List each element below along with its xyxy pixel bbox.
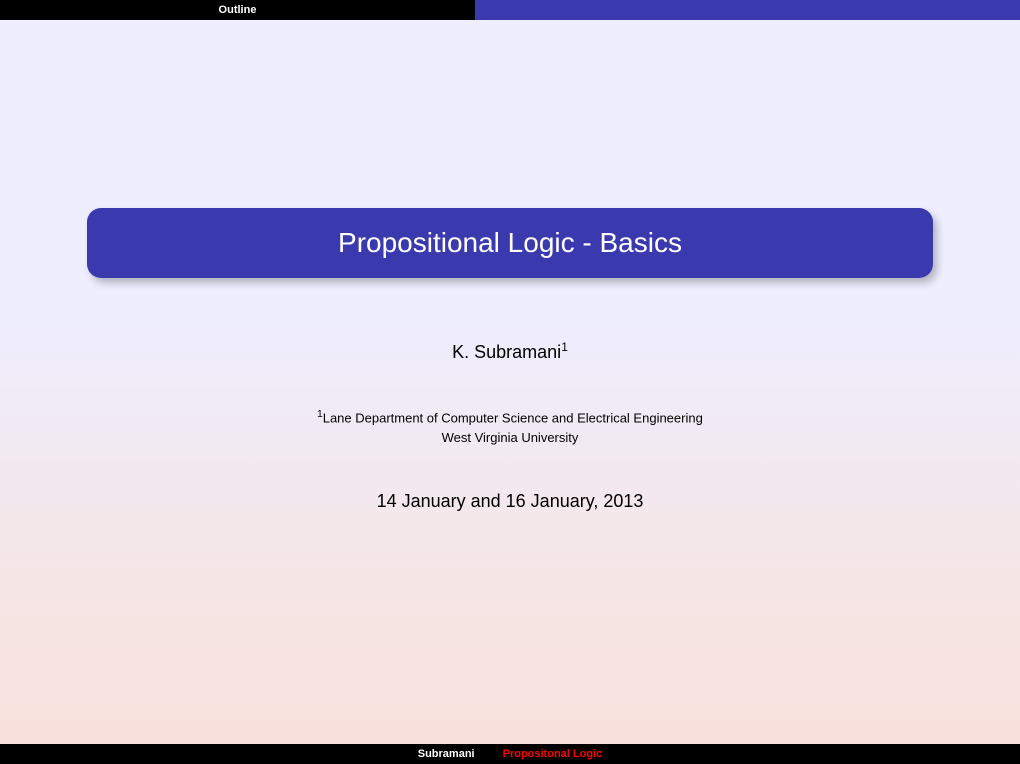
author-block: K. Subramani1 — [452, 340, 568, 363]
slide-title: Propositional Logic - Basics — [338, 227, 682, 259]
affiliation-block: 1Lane Department of Computer Science and… — [317, 407, 703, 447]
nav-outline-tab[interactable]: Outline — [0, 0, 475, 20]
slide-content: Propositional Logic - Basics K. Subraman… — [0, 20, 1020, 744]
author-sup: 1 — [561, 340, 568, 354]
footer-author: Subramani — [418, 748, 475, 760]
footer-bar: Subramani Propositonal Logic — [0, 744, 1020, 764]
affiliation-line2: West Virginia University — [442, 430, 579, 445]
author-name-text: K. Subramani — [452, 342, 561, 362]
top-nav-bar: Outline — [0, 0, 1020, 20]
author-name: K. Subramani1 — [452, 342, 568, 362]
title-box: Propositional Logic - Basics — [87, 208, 933, 278]
date-text: 14 January and 16 January, 2013 — [377, 491, 644, 512]
affiliation-line1: Lane Department of Computer Science and … — [323, 410, 703, 425]
nav-bar-fill — [475, 0, 1020, 20]
slide: Outline Propositional Logic - Basics K. … — [0, 0, 1020, 764]
footer-title: Propositonal Logic — [503, 748, 603, 760]
